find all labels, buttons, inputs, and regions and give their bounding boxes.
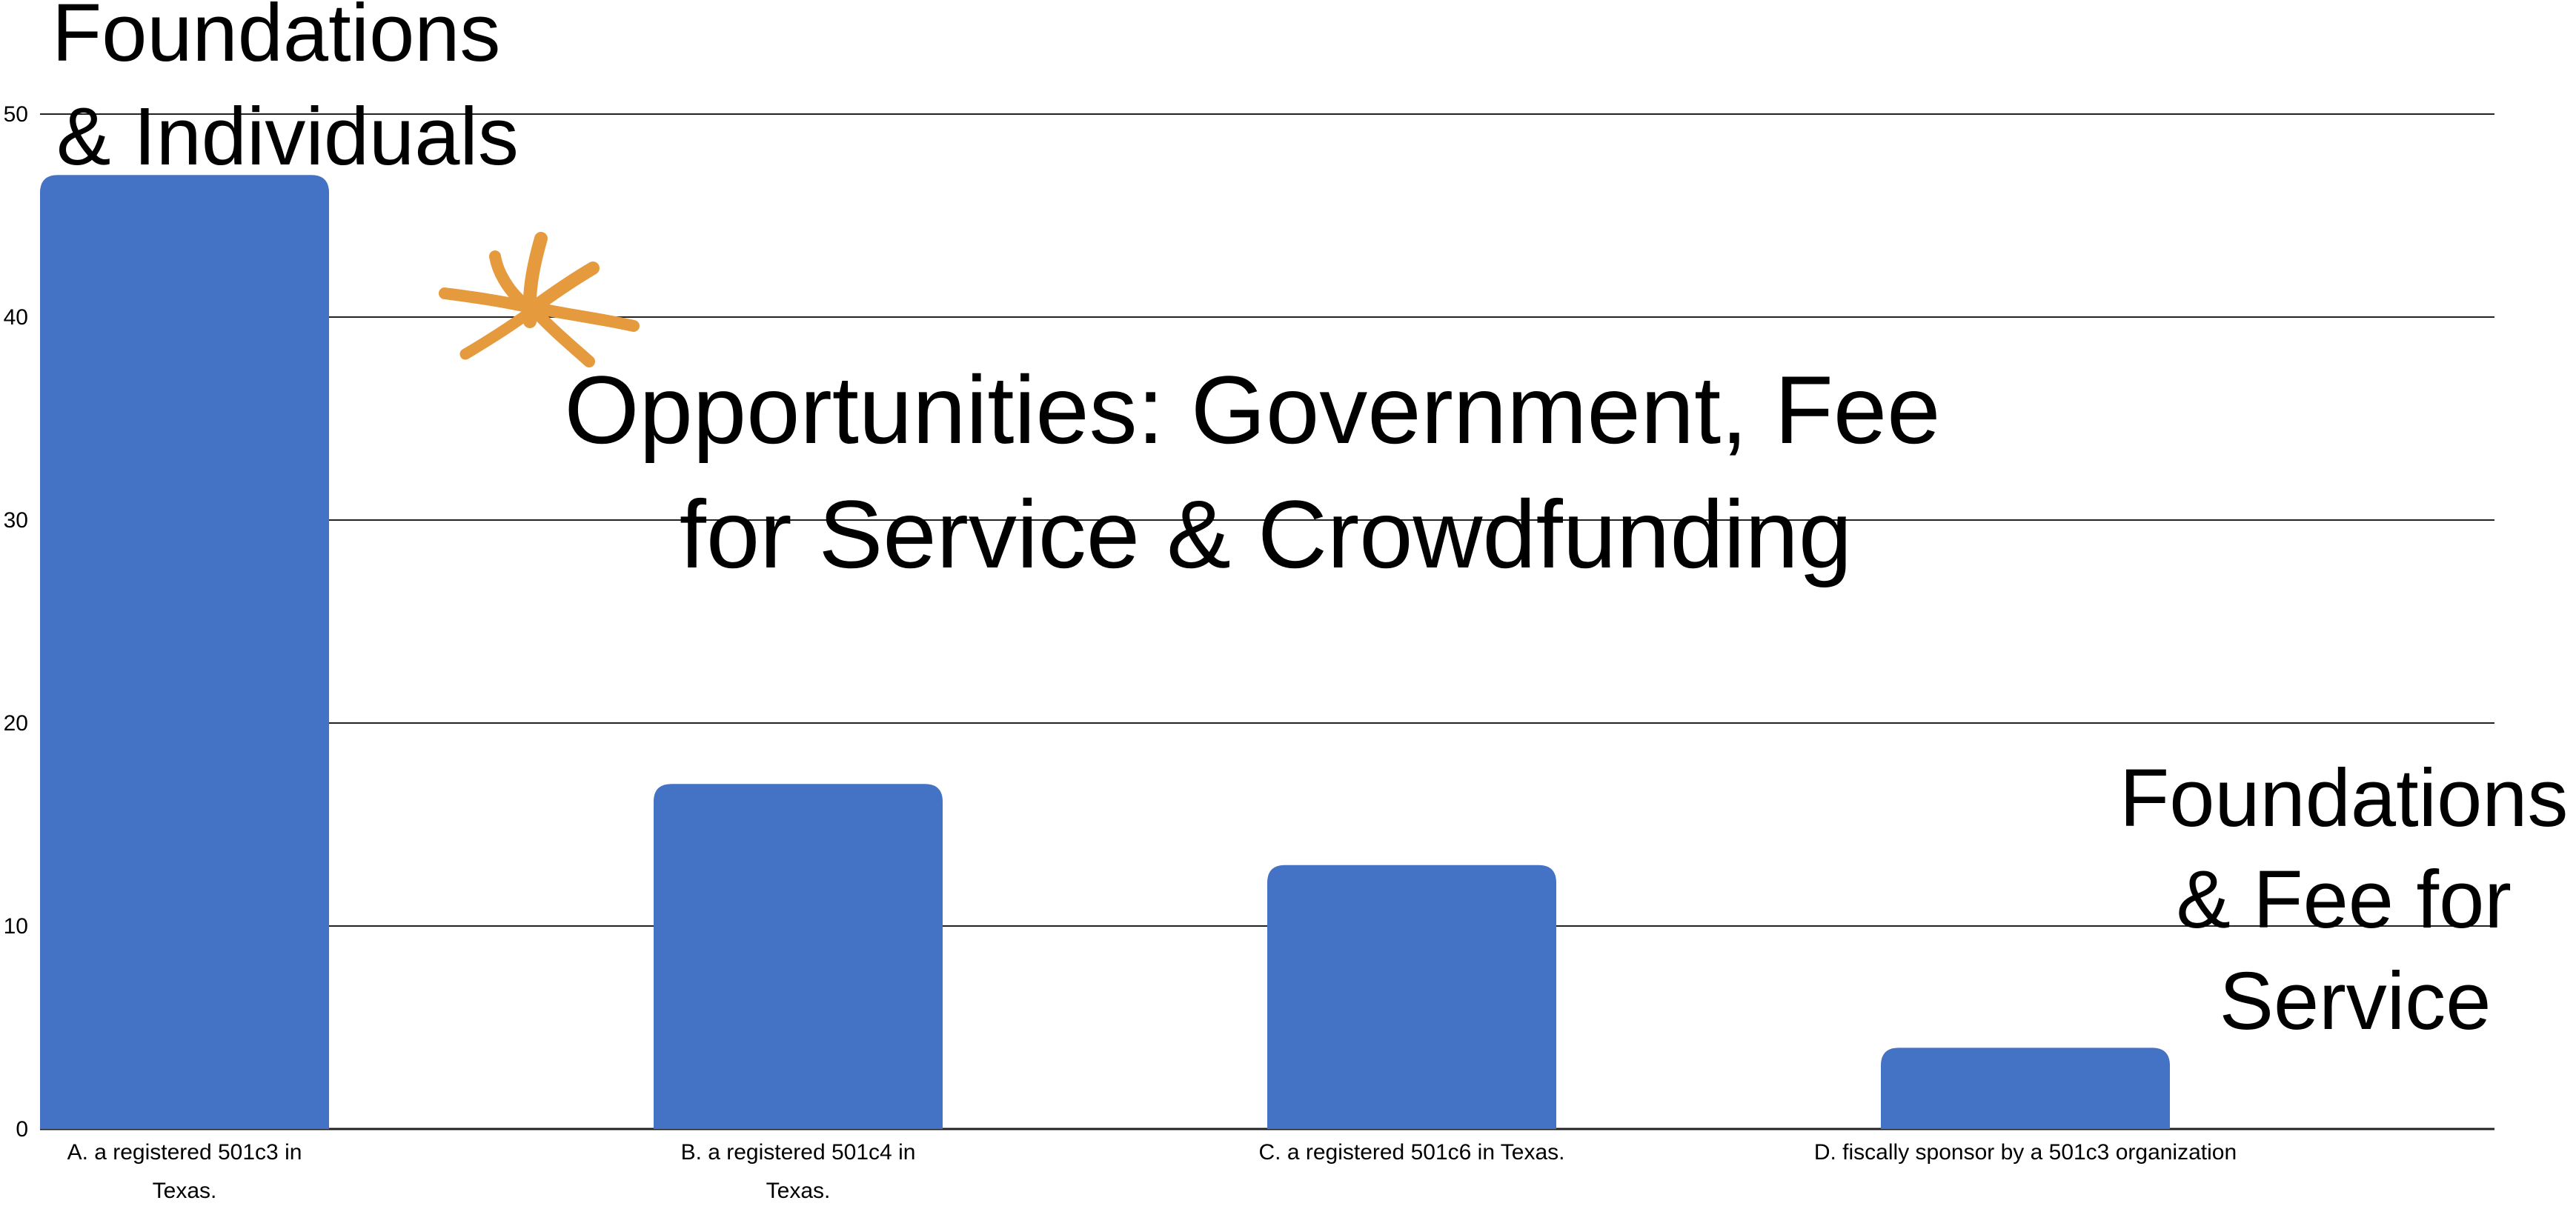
x-tick-label-line: B. a registered 501c4 in: [681, 1140, 916, 1165]
y-tick-label: 50: [4, 102, 28, 127]
y-tick-label: 20: [4, 711, 28, 736]
y-tick-label: 40: [4, 305, 28, 330]
x-tick-label: D. fiscally sponsor by a 501c3 organizat…: [1814, 1140, 2237, 1165]
center-annotation: Opportunities: Government, Fee for Servi…: [564, 356, 1967, 588]
y-axis-ticks: 0 10 20 30 40 50: [4, 102, 28, 1142]
bar: [1267, 865, 1556, 1129]
bar-a-annotation-line: & Individuals: [56, 91, 519, 182]
bars: [40, 175, 2170, 1130]
bar-d-annotation: Foundations & Fee for Service: [2119, 753, 2576, 1047]
bar-d-annotation-line: Foundations: [2119, 753, 2568, 844]
x-tick-label: B. a registered 501c4 in Texas.: [681, 1140, 916, 1203]
x-tick-label: C. a registered 501c6 in Texas.: [1258, 1140, 1564, 1165]
bar-a-annotation-line: Foundations: [52, 0, 500, 79]
x-tick-label-line: Texas.: [153, 1179, 217, 1203]
y-tick-label: 0: [16, 1117, 28, 1142]
bar-d-annotation-line: & Fee for: [2177, 854, 2512, 945]
x-tick-label-line: C. a registered 501c6 in Texas.: [1258, 1140, 1564, 1165]
asterisk-icon: [439, 232, 640, 367]
bar-a-annotation: Foundations & Individuals: [52, 0, 523, 182]
x-tick-label-line: Texas.: [766, 1179, 831, 1203]
center-annotation-line: Opportunities: Government, Fee: [564, 356, 1940, 464]
bar-d-annotation-line: Service: [2220, 956, 2492, 1047]
bar: [1881, 1048, 2170, 1129]
center-annotation-line: for Service & Crowdfunding: [680, 480, 1852, 588]
bar: [40, 175, 329, 1130]
x-axis-labels: A. a registered 501c3 in Texas.B. a regis…: [67, 1140, 2237, 1203]
x-tick-label-line: A. a registered 501c3 in: [67, 1140, 302, 1165]
bar: [654, 784, 943, 1129]
x-tick-label: A. a registered 501c3 in Texas.: [67, 1140, 302, 1203]
y-tick-label: 30: [4, 508, 28, 533]
y-tick-label: 10: [4, 914, 28, 939]
x-tick-label-line: D. fiscally sponsor by a 501c3 organizat…: [1814, 1140, 2237, 1165]
